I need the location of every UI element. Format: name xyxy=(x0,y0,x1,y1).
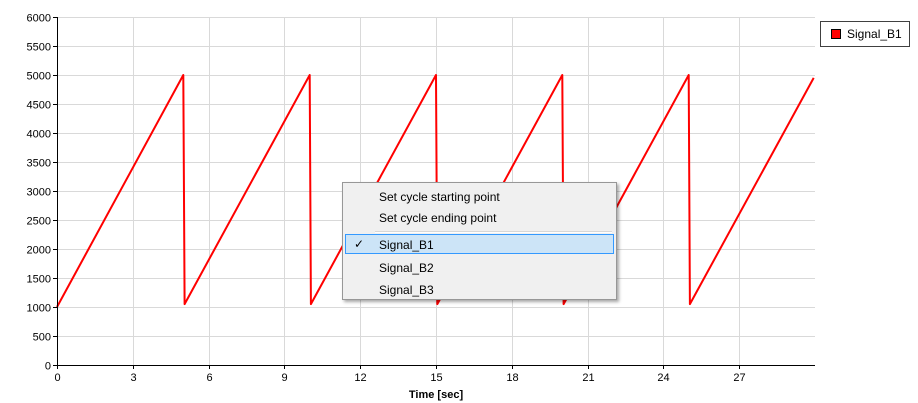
y-tick-label: 2000 xyxy=(27,245,51,257)
x-tick-label: 24 xyxy=(657,372,669,384)
x-tick-label: 12 xyxy=(354,372,366,384)
y-tick-label: 1500 xyxy=(27,274,51,286)
y-tick-label: 2500 xyxy=(27,216,51,228)
x-tick-label: 27 xyxy=(733,372,745,384)
tick-labels: 0 500 1000 1500 2000 2500 3000 3500 4000 4500 5000… xyxy=(27,13,746,385)
x-tick-label: 0 xyxy=(54,372,60,384)
menu-item-signal-b2[interactable]: Signal_B2 xyxy=(345,257,614,277)
menu-item-label: Signal_B1 xyxy=(379,238,434,252)
y-tick-label: 5000 xyxy=(27,71,51,83)
menu-separator xyxy=(375,231,612,233)
context-menu: Set cycle starting point Set cycle endin… xyxy=(342,182,617,300)
y-tick-label: 500 xyxy=(33,332,51,344)
y-tick-label: 3000 xyxy=(27,187,51,199)
x-axis-title: Time [sec] xyxy=(409,389,464,401)
menu-item-label: Signal_B3 xyxy=(379,283,434,297)
y-tick-label: 0 xyxy=(45,361,51,373)
x-tick-label: 21 xyxy=(582,372,594,384)
y-tick-label: 4000 xyxy=(27,129,51,141)
y-tick-label: 4500 xyxy=(27,100,51,112)
y-tick-label: 3500 xyxy=(27,158,51,170)
legend-label-signal-b1: Signal_B1 xyxy=(847,27,902,41)
menu-item-set-cycle-start[interactable]: Set cycle starting point xyxy=(345,186,614,206)
x-tick-label: 15 xyxy=(430,372,442,384)
x-tick-label: 18 xyxy=(506,372,518,384)
menu-item-signal-b3[interactable]: Signal_B3 xyxy=(345,279,614,299)
legend-swatch-signal-b1 xyxy=(831,29,841,39)
menu-item-label: Set cycle ending point xyxy=(379,211,497,225)
menu-item-set-cycle-end[interactable]: Set cycle ending point xyxy=(345,207,614,227)
x-tick-label: 9 xyxy=(281,372,287,384)
checkmark-icon: ✓ xyxy=(353,237,365,251)
x-tick-label: 3 xyxy=(130,372,136,384)
y-tick-label: 1000 xyxy=(27,303,51,315)
menu-item-label: Signal_B2 xyxy=(379,261,434,275)
menu-item-signal-b1[interactable]: ✓ Signal_B1 xyxy=(345,234,614,254)
y-tick-label: 5500 xyxy=(27,42,51,54)
axes xyxy=(53,17,815,369)
menu-item-label: Set cycle starting point xyxy=(379,190,500,204)
legend: Signal_B1 xyxy=(820,21,910,47)
x-tick-label: 6 xyxy=(206,372,212,384)
y-tick-label: 6000 xyxy=(27,13,51,25)
